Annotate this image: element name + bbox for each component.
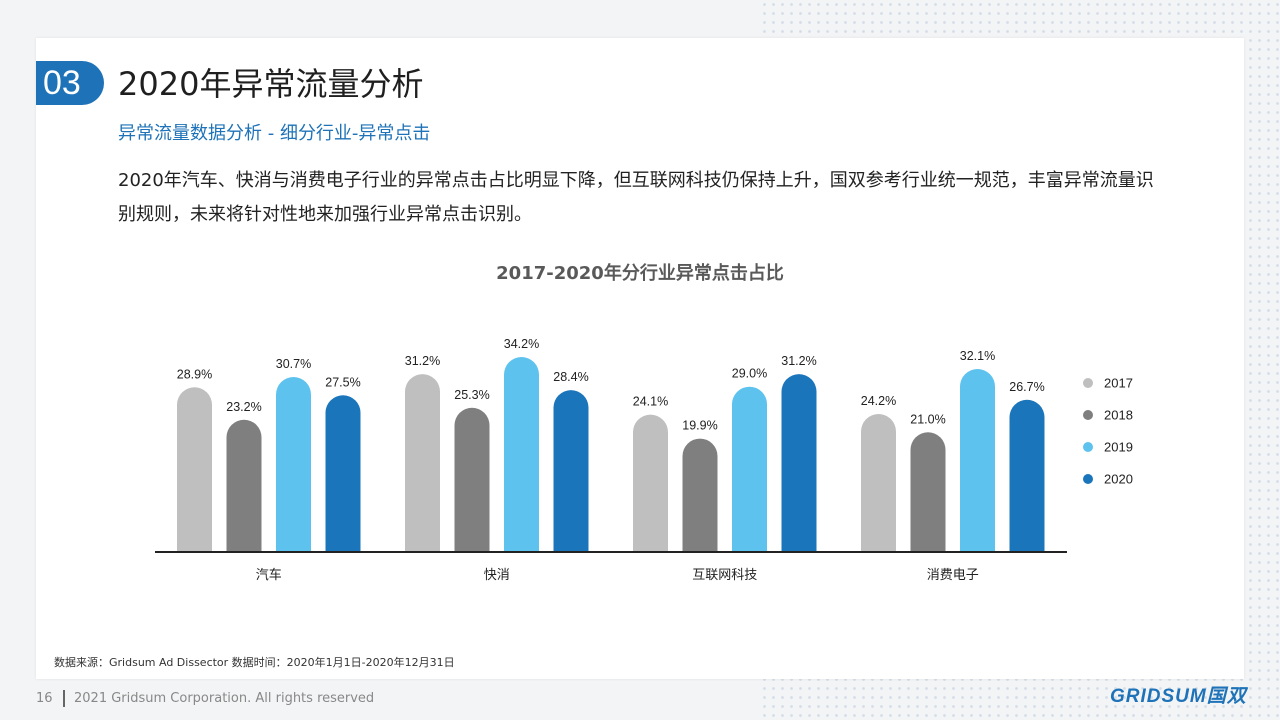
- bar-2018-0: [226, 419, 262, 552]
- gridsum-logo: GRIDSUM国双: [1110, 686, 1247, 707]
- data-label: 34.2%: [504, 337, 539, 351]
- chart-title: 2017-2020年分行业异常点击占比: [496, 263, 784, 284]
- bar-2019-2: [732, 386, 767, 552]
- bar-2020-0: [325, 395, 361, 552]
- bar-2020-1: [553, 390, 589, 552]
- bar-2017-2: [633, 414, 668, 552]
- data-label: 23.2%: [226, 400, 261, 414]
- slide-content-card: [36, 38, 1244, 679]
- bar-2018-3: [910, 432, 946, 552]
- bar-2019-1: [504, 357, 539, 552]
- data-label: 28.4%: [553, 370, 588, 384]
- bar-2020-2: [781, 374, 817, 552]
- bar-2017-3: [861, 414, 896, 552]
- bar-2019-3: [960, 369, 995, 552]
- legend-label-2019: 2019: [1104, 440, 1133, 455]
- data-label: 26.7%: [1009, 380, 1044, 394]
- category-label: 互联网科技: [692, 568, 757, 583]
- bar-2017-0: [177, 387, 212, 552]
- data-label: 32.1%: [960, 349, 995, 363]
- data-label: 24.1%: [633, 395, 668, 409]
- description-text: 2020年汽车、快消与消费电子行业的异常点击占比明显下降，但互联网科技仍保持上升…: [118, 170, 1154, 225]
- page-title: 2020年异常流量分析: [118, 65, 424, 103]
- section-number-badge: 03: [36, 61, 104, 105]
- copyright-text: 2021 Gridsum Corporation. All rights res…: [74, 691, 375, 706]
- legend-marker-2019: [1083, 442, 1093, 452]
- data-label: 29.0%: [732, 367, 767, 381]
- legend-label-2017: 2017: [1104, 376, 1133, 391]
- data-label: 21.0%: [910, 412, 945, 426]
- data-label: 31.2%: [781, 354, 816, 368]
- data-label: 28.9%: [177, 367, 212, 381]
- footer-divider: [63, 690, 65, 707]
- page-number: 16: [36, 691, 53, 706]
- legend-marker-2017: [1083, 378, 1093, 388]
- legend-label-2020: 2020: [1104, 472, 1133, 487]
- bar-2018-1: [454, 407, 490, 552]
- data-label: 19.9%: [682, 419, 717, 433]
- legend-marker-2020: [1083, 474, 1093, 484]
- bar-2020-3: [1009, 399, 1045, 552]
- data-label: 25.3%: [454, 388, 489, 402]
- category-label: 汽车: [256, 567, 282, 583]
- bar-2019-0: [276, 377, 311, 552]
- page-subtitle: 异常流量数据分析 - 细分行业-异常点击: [118, 123, 431, 144]
- data-source-note: 数据来源：Gridsum Ad Dissector 数据时间：2020年1月1日…: [54, 656, 455, 669]
- category-label: 快消: [484, 568, 510, 583]
- legend-label-2018: 2018: [1104, 408, 1133, 423]
- bar-2017-1: [405, 374, 440, 552]
- legend-marker-2018: [1083, 410, 1093, 420]
- data-label: 24.2%: [861, 394, 896, 408]
- bar-2018-2: [682, 438, 718, 552]
- data-label: 27.5%: [325, 375, 360, 389]
- data-label: 30.7%: [276, 357, 311, 371]
- data-label: 31.2%: [405, 354, 440, 368]
- category-label: 消费电子: [927, 568, 979, 583]
